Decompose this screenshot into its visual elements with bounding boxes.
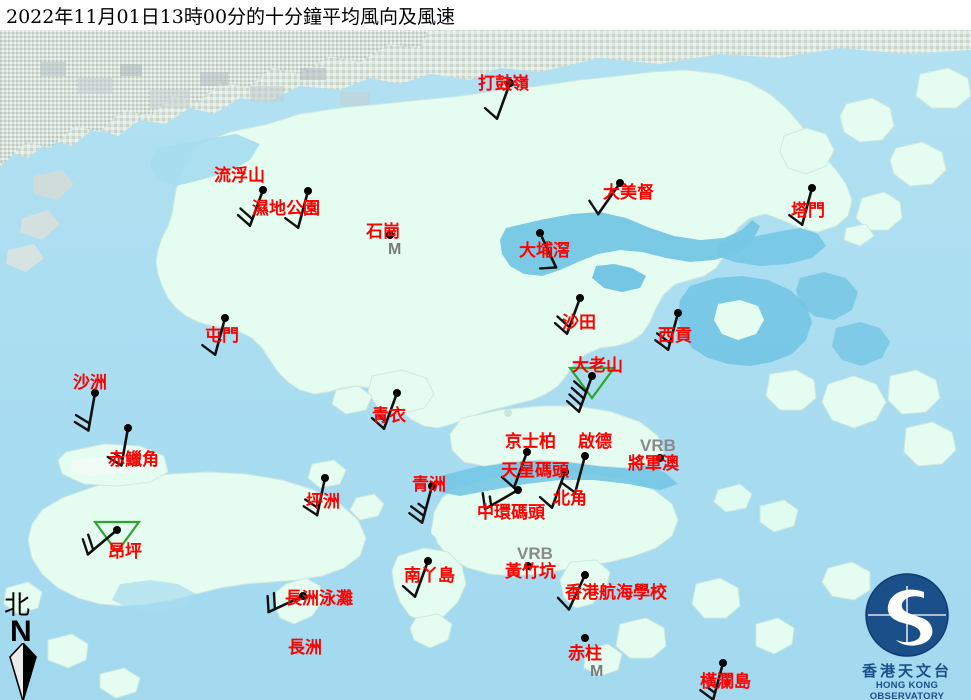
station-label: 南丫島 [404, 566, 455, 586]
station-dot [514, 486, 522, 494]
station-dot [561, 468, 569, 476]
station-label: 長洲泳灘 [285, 589, 353, 609]
station-dot [588, 372, 596, 380]
title-bar: 2022年11月01日13時00分的十分鐘平均風向及風速 [0, 0, 971, 30]
station-dot [428, 482, 436, 490]
station-missing-code: M [388, 241, 402, 258]
station-label: 啟德 [578, 432, 612, 452]
station-dot [524, 562, 532, 570]
map-canvas [0, 28, 971, 700]
hko-name-en: HONG KONG OBSERVATORY [869, 680, 945, 700]
map-geography [0, 28, 971, 700]
station-label: 沙洲 [73, 373, 107, 393]
station-label: 大老山 [572, 356, 623, 376]
station-dot [321, 474, 329, 482]
hko-name-cn: 香港天文台 [861, 662, 952, 680]
station-label: 屯門 [205, 326, 239, 346]
hko-emblem-icon [865, 573, 949, 657]
station-missing-code: M [590, 663, 604, 680]
station-label: 沙田 [562, 313, 596, 333]
compass-needle-icon [9, 643, 37, 700]
station-label: 昂坪 [108, 542, 142, 562]
station-label: 香港航海學校 [565, 583, 667, 603]
station-dot [581, 452, 589, 460]
station-label: 青洲 [412, 475, 446, 495]
station-dot [719, 659, 727, 667]
station-label: 西貢 [658, 326, 692, 346]
compass-rose: 北 N [2, 585, 72, 700]
station-dot [674, 309, 682, 317]
station-label: 長洲 [288, 638, 322, 658]
station-dot [808, 184, 816, 192]
compass-label-cn: 北 [4, 591, 31, 621]
station-label: 北角 [553, 489, 587, 509]
station-dot [113, 526, 121, 534]
station-dot [506, 79, 514, 87]
station-dot [259, 186, 267, 194]
station-dot [386, 231, 394, 239]
station-label: 大埔滘 [519, 241, 570, 261]
station-label: 青衣 [372, 406, 406, 426]
station-dot [576, 294, 584, 302]
station-variable-code: VRB [640, 436, 676, 455]
station-label: 赤柱 [568, 644, 602, 664]
page-title: 2022年11月01日13時00分的十分鐘平均風向及風速 [6, 6, 456, 28]
station-label: 流浮山 [214, 166, 265, 186]
station-dot [304, 187, 312, 195]
station-label: 橫瀾島 [700, 672, 751, 692]
station-dot [299, 592, 307, 600]
station-dot [424, 557, 432, 565]
station-label: 京士柏 [505, 432, 556, 452]
compass-label-en: N [10, 615, 32, 648]
station-label: 天星碼頭 [501, 461, 569, 481]
station-dot [581, 634, 589, 642]
station-label: 濕地公園 [252, 199, 320, 219]
station-dot [523, 448, 531, 456]
station-dot [656, 454, 664, 462]
station-label: 中環碼頭 [477, 503, 545, 523]
station-dot [221, 314, 229, 322]
station-dot [581, 571, 589, 579]
station-label: 赤鱲角 [108, 450, 159, 470]
station-dot [536, 229, 544, 237]
station-label: 坪洲 [306, 492, 340, 512]
station-variable-code: VRB [517, 544, 553, 563]
station-dot [91, 389, 99, 397]
station-dot [124, 424, 132, 432]
station-label: 將軍澳 [628, 454, 679, 474]
station-label: 石崗 [366, 222, 400, 242]
station-label: 黃竹坑 [505, 562, 556, 582]
hko-logo: 香港天文台 HONG KONG OBSERVATORY [846, 572, 968, 700]
station-dot [616, 179, 624, 187]
station-layer: 打鼓嶺 流浮山 濕地公園 M 石崗 大美督 大埔滘 塔門 屯門 沙洲 赤鱲角 沙田 大老山 西貢 青衣 坪洲青… [0, 28, 971, 700]
station-label: 大美督 [603, 183, 654, 203]
station-label: 塔門 [791, 201, 825, 221]
station-dot [393, 389, 401, 397]
station-label: 打鼓嶺 [478, 74, 529, 94]
